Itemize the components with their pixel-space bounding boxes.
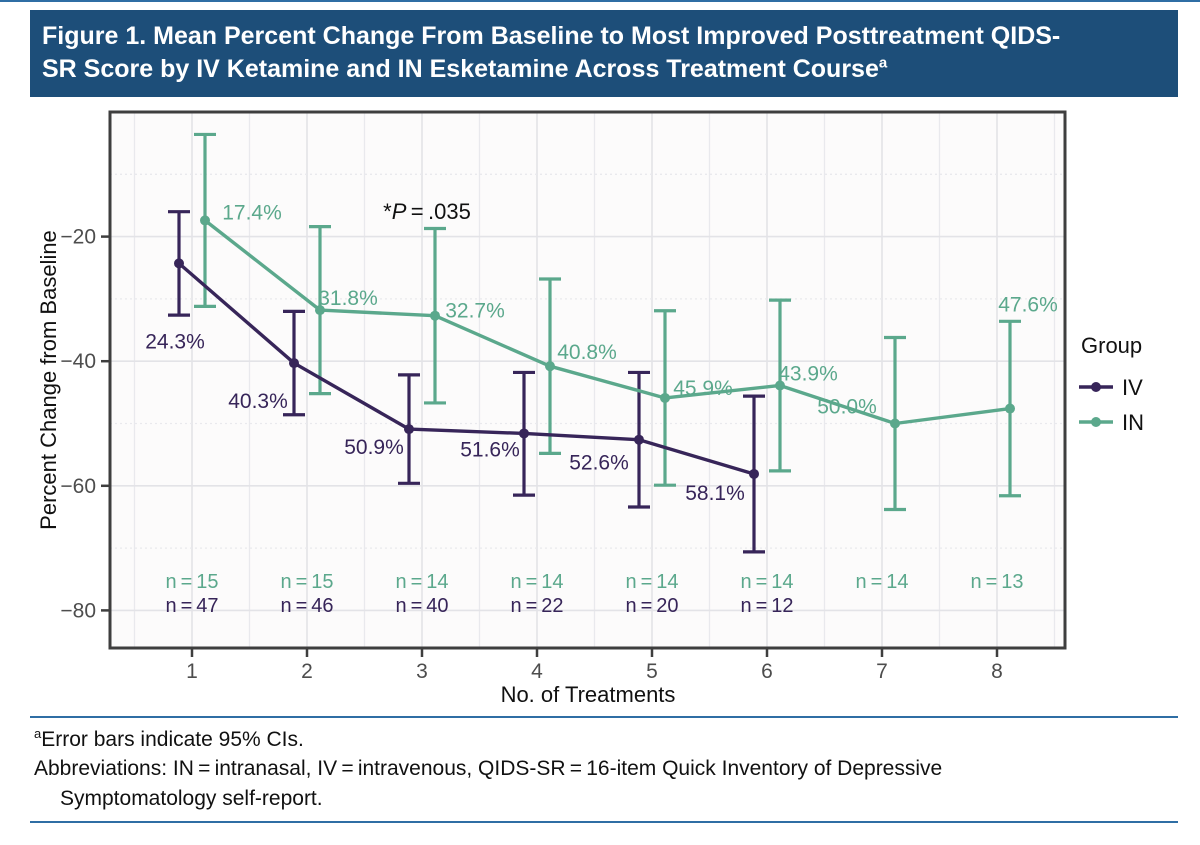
legend-marker-dot — [1091, 382, 1101, 392]
iv-point — [634, 434, 644, 445]
top-rule — [0, 0, 1200, 2]
in-point — [545, 361, 555, 372]
in-value-label: 32.7% — [445, 300, 505, 323]
plot-area — [110, 112, 1065, 648]
in-value-label: 17.4% — [222, 201, 282, 224]
y-tick-label: −40 — [60, 350, 96, 373]
in-line — [203, 219, 1011, 426]
p-value-annotation: *P = .035 — [383, 199, 471, 224]
x-tick-label: 1 — [186, 660, 198, 683]
iv-n-label: n = 47 — [165, 595, 218, 617]
in-n-label: n = 14 — [855, 571, 908, 593]
footnote-divider-bottom — [30, 821, 1178, 823]
iv-n-label: n = 20 — [625, 595, 678, 617]
in-value-label: 40.8% — [557, 341, 617, 364]
in-n-label: n = 14 — [625, 571, 678, 593]
iv-n-label: n = 46 — [280, 595, 333, 617]
iv-point — [174, 258, 184, 269]
iv-value-label: 58.1% — [685, 482, 745, 505]
in-point — [430, 310, 440, 321]
iv-value-label: 51.6% — [460, 438, 520, 461]
in-n-label: n = 14 — [510, 571, 563, 593]
x-tick-label: 3 — [416, 660, 428, 683]
legend-marker-dot — [1091, 417, 1101, 427]
in-value-label: 47.6% — [998, 294, 1058, 317]
iv-n-label: n = 12 — [740, 595, 793, 617]
iv-line — [177, 262, 755, 476]
in-n-label: n = 14 — [740, 571, 793, 593]
legend-item-in: IN — [1122, 410, 1144, 435]
y-axis-title: Percent Change from Baseline — [36, 230, 61, 530]
x-tick-label: 2 — [301, 660, 313, 683]
in-point — [890, 418, 900, 429]
x-tick-label: 5 — [646, 660, 658, 683]
y-tick-label: −80 — [60, 599, 96, 622]
x-tick-label: 7 — [876, 660, 888, 683]
footnote-abbreviations-cont: Symptomatology self-report. — [60, 786, 323, 810]
iv-value-label: 24.3% — [145, 330, 205, 353]
in-point — [660, 392, 670, 403]
in-point — [315, 305, 325, 316]
in-n-label: n = 14 — [395, 571, 448, 593]
y-tick-label: −60 — [60, 475, 96, 498]
in-n-label: n = 15 — [165, 571, 218, 593]
figure-title-line1: Figure 1. Mean Percent Change From Basel… — [42, 22, 1061, 50]
y-tick-label: −20 — [60, 226, 96, 249]
iv-value-label: 40.3% — [228, 390, 288, 413]
footnote-abbreviations: Abbreviations: IN = intranasal, IV = int… — [34, 757, 943, 781]
iv-point — [749, 468, 759, 479]
footnote-divider-top — [30, 716, 1178, 718]
in-value-label: 45.9% — [673, 377, 733, 400]
in-point — [1005, 403, 1015, 414]
figure-title-superscript: a — [878, 54, 888, 72]
legend-title: Group — [1081, 333, 1142, 358]
line-chart: 24.3% 40.3% 50.9% 51.6% 52.6% 58.1% 17.4% 31.8%… — [36, 110, 1144, 707]
in-point — [775, 380, 785, 391]
figure-title-line2: SR Score by IV Ketamine and IN Esketamin… — [42, 54, 888, 83]
in-point — [200, 215, 210, 226]
in-value-label: 43.9% — [778, 362, 838, 385]
x-tick-label: 8 — [991, 660, 1003, 683]
in-n-label: n = 13 — [970, 571, 1023, 593]
iv-value-label: 50.9% — [344, 436, 404, 459]
footnotes: aError bars indicate 95% CIs. Abbreviati… — [34, 726, 1154, 815]
plot-frame — [108, 110, 1067, 650]
iv-point — [519, 428, 529, 439]
legend-item-iv: IV — [1122, 375, 1143, 400]
figure-title-bar: Figure 1. Mean Percent Change From Basel… — [30, 10, 1178, 97]
iv-n-label: n = 40 — [395, 595, 448, 617]
in-n-label: n = 15 — [280, 571, 333, 593]
iv-point — [404, 424, 414, 435]
footnote-error-bars: aError bars indicate 95% CIs. — [34, 726, 304, 751]
in-value-label: 31.8% — [318, 287, 378, 310]
x-tick-label: 4 — [531, 660, 543, 683]
x-axis-title: No. of Treatments — [501, 682, 676, 707]
iv-point — [289, 358, 299, 369]
iv-value-label: 52.6% — [569, 452, 629, 475]
x-tick-label: 6 — [761, 660, 773, 683]
iv-n-label: n = 22 — [510, 595, 563, 617]
in-value-label: 50.0% — [817, 396, 877, 419]
